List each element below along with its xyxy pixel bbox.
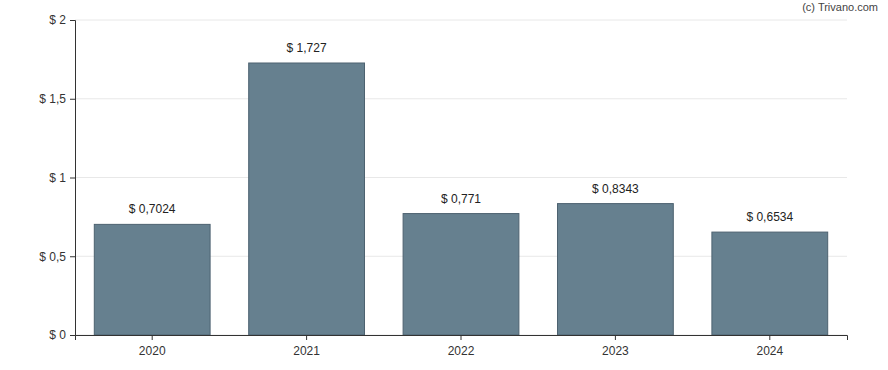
bars xyxy=(94,63,827,335)
y-tick-label: $ 0 xyxy=(49,328,66,342)
grid xyxy=(75,20,847,335)
bar xyxy=(712,232,828,335)
y-tick-mark xyxy=(70,20,75,21)
bar xyxy=(94,224,210,335)
x-axis-line xyxy=(76,336,848,341)
y-axis-line xyxy=(70,21,76,336)
y-tick: $ 0,5 xyxy=(39,250,75,264)
x-tick-mark xyxy=(615,335,616,340)
chart: $ 0 $ 0,5 $ 1 $ 1,5 $ 2 2020 2021 2022 2023 2024 $… xyxy=(0,0,888,370)
x-tick: 2024 xyxy=(756,335,783,358)
x-tick-label: 2023 xyxy=(602,344,629,358)
bar xyxy=(249,63,365,335)
y-tick: $ 1 xyxy=(49,171,75,185)
y-axis: $ 0 $ 0,5 $ 1 $ 1,5 $ 2 xyxy=(39,13,75,342)
y-tick-mark xyxy=(70,335,75,336)
x-tick: 2022 xyxy=(448,335,475,358)
data-labels: $ 0,7024 $ 1,727 $ 0,771 $ 0,8343 $ 0,6534 xyxy=(129,41,794,224)
x-tick-label: 2021 xyxy=(293,344,320,358)
x-tick-mark xyxy=(306,335,307,340)
data-label: $ 0,771 xyxy=(441,192,481,206)
x-tick-label: 2024 xyxy=(756,344,783,358)
y-tick: $ 0 xyxy=(49,328,75,342)
data-label: $ 1,727 xyxy=(287,41,327,55)
y-tick-label: $ 0,5 xyxy=(39,250,66,264)
x-tick-mark xyxy=(769,335,770,340)
grid-line xyxy=(75,98,847,99)
x-tick-mark xyxy=(152,335,153,340)
grid-line xyxy=(75,177,847,178)
x-tick: 2023 xyxy=(602,335,629,358)
plot: $ 0 $ 0,5 $ 1 $ 1,5 $ 2 2020 2021 2022 2023 2024 $… xyxy=(39,13,847,357)
y-tick-mark xyxy=(70,178,75,179)
x-tick-label: 2020 xyxy=(139,344,166,358)
data-label: $ 0,8343 xyxy=(592,182,639,196)
x-tick-label: 2022 xyxy=(448,344,475,358)
x-axis: 2020 2021 2022 2023 2024 xyxy=(76,335,848,358)
x-tick-mark xyxy=(461,335,462,340)
x-tick: 2020 xyxy=(139,335,166,358)
x-tick: 2021 xyxy=(293,335,320,358)
grid-line xyxy=(75,20,847,21)
data-label: $ 0,7024 xyxy=(129,202,176,216)
bar xyxy=(403,214,519,335)
y-tick: $ 2 xyxy=(49,13,75,27)
y-tick-label: $ 1,5 xyxy=(39,92,66,106)
y-tick-mark xyxy=(70,99,75,100)
y-tick-label: $ 2 xyxy=(49,13,66,27)
bar xyxy=(558,204,674,335)
y-tick: $ 1,5 xyxy=(39,92,75,106)
data-label: $ 0,6534 xyxy=(746,210,793,224)
y-tick-mark xyxy=(70,256,75,257)
y-tick-label: $ 1 xyxy=(49,171,66,185)
annotation: (c) Trivano.com xyxy=(802,1,878,13)
